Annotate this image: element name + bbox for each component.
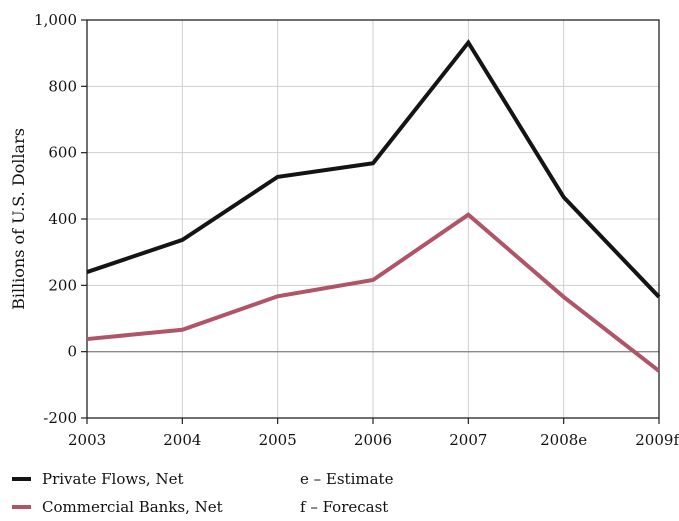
y-tick-label-5: 800 <box>48 77 77 95</box>
legend-label-private-flows: Private Flows, Net <box>42 470 184 488</box>
y-tick-label-4: 600 <box>48 144 77 162</box>
note-forecast: f – Forecast <box>300 498 388 516</box>
y-tick-label-2: 200 <box>48 276 77 294</box>
note-forecast-text: f – Forecast <box>300 498 389 516</box>
y-axis-ticks: -200 0 200 400 600 800 1,000 <box>34 11 87 427</box>
grid-lines <box>86 19 660 419</box>
series-line-0 <box>86 39 661 299</box>
x-axis-ticks: 2003 2004 2005 2006 2007 2008e 2009f <box>68 418 679 449</box>
legend-item-commercial-banks: Commercial Banks, Net <box>12 498 223 516</box>
series-lines <box>86 39 661 373</box>
x-tick-label-2: 2005 <box>259 431 297 449</box>
y-tick-label-0: -200 <box>43 409 77 427</box>
x-tick-label-4: 2007 <box>449 431 487 449</box>
x-tick-label-1: 2004 <box>163 431 201 449</box>
x-tick-label-0: 2003 <box>68 431 106 449</box>
x-tick-label-5: 2008e <box>540 431 587 449</box>
note-estimate-text: e – Estimate <box>300 470 394 488</box>
y-tick-label-6: 1,000 <box>34 11 77 29</box>
note-estimate: e – Estimate <box>300 470 393 488</box>
y-axis-label: Billions of U.S. Dollars <box>9 128 28 310</box>
series-line-1 <box>86 212 661 373</box>
legend-swatch-private-flows <box>12 477 31 481</box>
legend-swatch-commercial-banks <box>12 505 31 509</box>
legend-item-private-flows: Private Flows, Net <box>12 470 184 488</box>
x-tick-label-3: 2006 <box>354 431 392 449</box>
y-tick-label-1: 0 <box>67 343 77 361</box>
x-tick-label-6: 2009f <box>635 431 679 449</box>
legend-label-commercial-banks: Commercial Banks, Net <box>42 498 223 516</box>
y-tick-label-3: 400 <box>48 210 77 228</box>
